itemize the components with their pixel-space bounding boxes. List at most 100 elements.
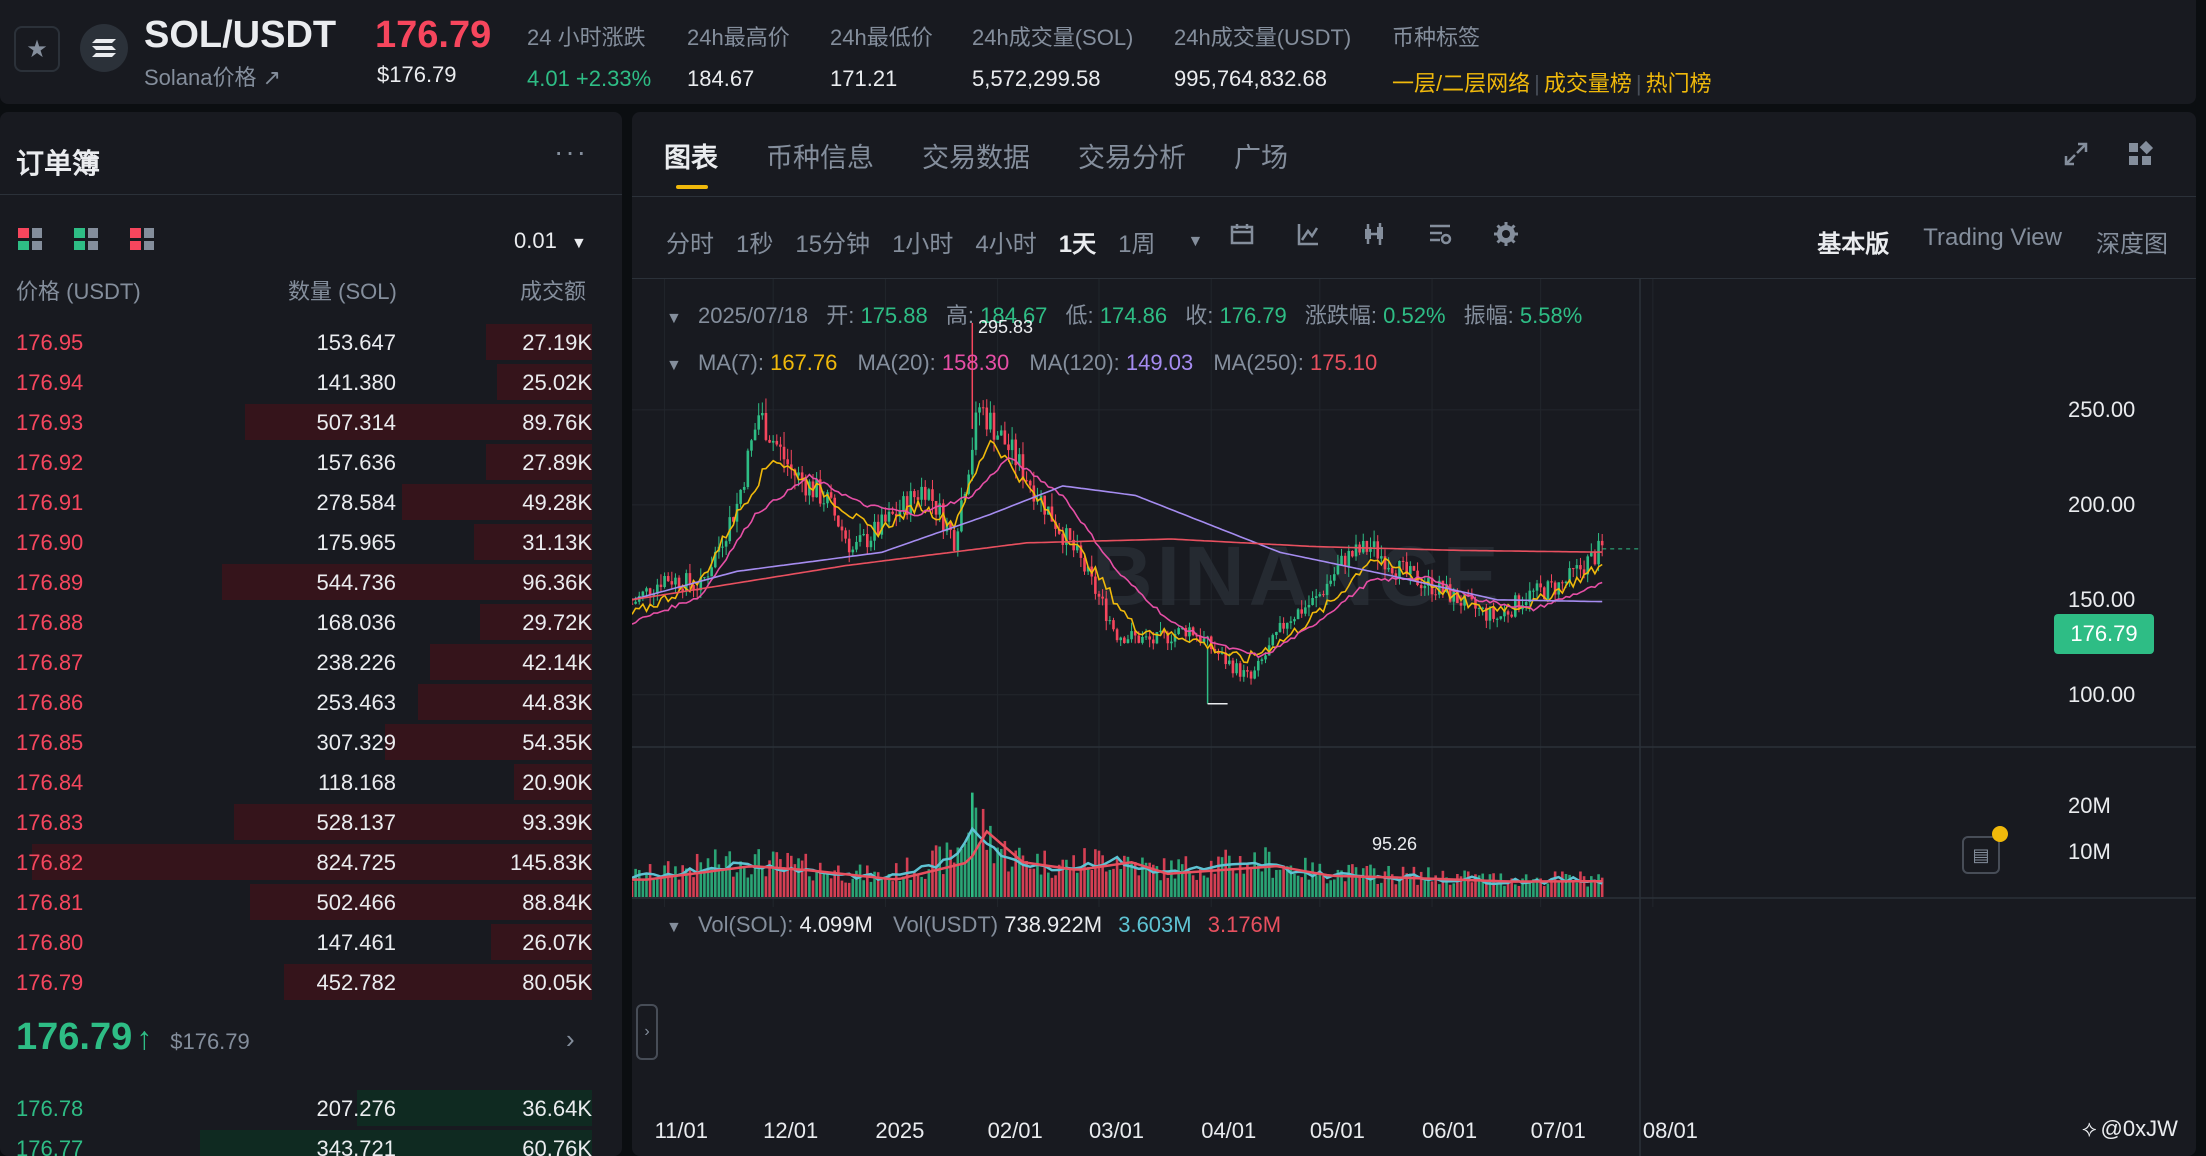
ask-row[interactable]: 176.82 824.725 145.83K <box>0 842 622 882</box>
volume-bar-up <box>1409 873 1412 897</box>
interval-more-chevron-icon[interactable]: ▼ <box>1187 232 1204 250</box>
volume-bar-down <box>768 860 771 897</box>
ask-row[interactable]: 176.86 253.463 44.83K <box>0 682 622 722</box>
ask-row[interactable]: 176.85 307.329 54.35K <box>0 722 622 762</box>
order-amount: 44.83K <box>522 690 592 715</box>
volume-bar-down <box>1162 858 1166 897</box>
volume-bar-up <box>1481 873 1485 897</box>
collapse-chevron-icon[interactable]: ▼ <box>666 310 682 327</box>
expand-sidebar-button[interactable]: › <box>636 1004 658 1060</box>
tab-coin-info[interactable]: 币种信息 <box>766 143 874 173</box>
ask-row[interactable]: 176.80 147.461 26.07K <box>0 922 622 962</box>
tab-trading-analysis[interactable]: 交易分析 <box>1078 143 1186 173</box>
candle-up <box>1332 574 1336 581</box>
order-price: 176.95 <box>16 330 84 355</box>
collapse-chevron-icon[interactable]: ▼ <box>666 357 682 374</box>
tick-size-select[interactable]: 0.01 ▼ <box>514 228 587 254</box>
candle-down <box>1322 594 1325 596</box>
volume-bar-up <box>1267 851 1271 897</box>
volume-bar-down <box>666 861 670 897</box>
order-marker-toggle-icon[interactable]: ▤ <box>1962 836 2000 874</box>
volume-bar-down <box>1191 875 1195 897</box>
volume-bar-up <box>851 878 855 897</box>
calendar-icon[interactable] <box>1228 220 1256 248</box>
ask-row[interactable]: 176.87 238.226 42.14K <box>0 642 622 682</box>
ma-legend: ▼ MA(7): 167.76 MA(20): 158.30 MA(120): … <box>666 350 1377 376</box>
favorite-button[interactable]: ★ <box>14 26 60 72</box>
settings-icon[interactable] <box>1492 220 1520 248</box>
ask-row[interactable]: 176.94 141.380 25.02K <box>0 362 622 402</box>
volume-bar-up <box>1463 870 1466 897</box>
volume-bar-up <box>808 876 811 897</box>
ask-row[interactable]: 176.88 168.036 29.72K <box>0 602 622 642</box>
interval-1h[interactable]: 1小时 <box>892 231 954 258</box>
expand-icon[interactable] <box>2062 140 2090 175</box>
legend-low: 174.86 <box>1099 303 1168 328</box>
volume-bar-down <box>1043 850 1046 897</box>
volume-bar-up <box>1325 883 1329 897</box>
order-price: 176.80 <box>16 930 84 955</box>
tag-hot-rank[interactable]: 热门榜 <box>1645 71 1712 96</box>
order-quantity: 502.466 <box>316 890 396 915</box>
kline-chart[interactable]: BINANCE <box>632 279 2196 1156</box>
candle-type-icon[interactable] <box>1360 220 1388 248</box>
indicator-icon[interactable] <box>1294 220 1322 248</box>
interval-15m[interactable]: 15分钟 <box>795 231 871 258</box>
tag-layer-network[interactable]: 一层/二层网络 <box>1392 71 1531 96</box>
interval-1w[interactable]: 1周 <box>1118 231 1156 258</box>
candle-up <box>1311 598 1314 605</box>
ask-row[interactable]: 176.84 118.168 20.90K <box>0 762 622 802</box>
volume-bar-down <box>670 876 674 897</box>
view-basic[interactable]: 基本版 <box>1817 231 1890 258</box>
candle-down <box>1561 582 1564 584</box>
volume-bar-up <box>1018 847 1021 897</box>
volume-bar-down <box>1231 867 1235 897</box>
candle-down <box>1343 555 1347 567</box>
more-options-button[interactable]: ··· <box>554 136 588 167</box>
tab-chart[interactable]: 图表 <box>664 136 718 189</box>
interval-4h[interactable]: 4小时 <box>975 231 1037 258</box>
ask-row[interactable]: 176.89 544.736 96.36K <box>0 562 622 602</box>
interval-1d[interactable]: 1天 <box>1058 231 1097 258</box>
ask-row[interactable]: 176.95 153.647 27.19K <box>0 322 622 362</box>
ask-row[interactable]: 176.81 502.466 88.84K <box>0 882 622 922</box>
tab-square[interactable]: 广场 <box>1234 143 1288 173</box>
volume-bar-up <box>674 866 677 897</box>
view-tradingview[interactable]: Trading View <box>1923 224 2062 251</box>
depth-bar <box>474 524 592 560</box>
candle-down <box>670 581 674 585</box>
mode-both-icon[interactable] <box>18 228 42 250</box>
author-handle-text: @0xJW <box>2100 1116 2178 1141</box>
volume-bar-up <box>652 879 656 897</box>
interval-time[interactable]: 分时 <box>666 231 714 258</box>
layout-grid-icon[interactable] <box>2126 140 2154 175</box>
ask-row[interactable]: 176.92 157.636 27.89K <box>0 442 622 482</box>
candle-down <box>1238 663 1242 677</box>
volume-bar-up <box>1445 877 1448 897</box>
volume-bar-up <box>815 871 818 897</box>
mode-asks-icon[interactable] <box>130 228 154 250</box>
ask-row[interactable]: 176.90 175.965 31.13K <box>0 522 622 562</box>
ask-row[interactable]: 176.93 507.314 89.76K <box>0 402 622 442</box>
ask-row[interactable]: 176.83 528.137 93.39K <box>0 802 622 842</box>
layout-icon[interactable] <box>1426 220 1454 248</box>
volume-bar-down <box>1365 865 1369 897</box>
interval-1s[interactable]: 1秒 <box>736 231 774 258</box>
chevron-right-icon[interactable]: › <box>566 1024 575 1054</box>
tab-trading-data[interactable]: 交易数据 <box>922 143 1030 173</box>
coin-price-link[interactable]: Solana价格 ↗ <box>144 65 282 90</box>
volume-bar-up <box>1372 868 1376 897</box>
bid-row[interactable]: 176.78 207.276 36.64K <box>0 1088 622 1128</box>
view-depth[interactable]: 深度图 <box>2096 231 2168 258</box>
mode-bids-icon[interactable] <box>74 228 98 250</box>
bid-row[interactable]: 176.77 343.721 60.76K <box>0 1128 622 1156</box>
ask-row[interactable]: 176.79 452.782 80.05K <box>0 962 622 1002</box>
collapse-chevron-icon[interactable]: ▼ <box>666 919 682 936</box>
volume-bar-down <box>1133 862 1137 897</box>
candle-up <box>1361 540 1365 553</box>
ask-row[interactable]: 176.91 278.584 49.28K <box>0 482 622 522</box>
tag-volume-rank[interactable]: 成交量榜 <box>1543 71 1632 96</box>
volume-bar-down <box>1104 871 1108 897</box>
logo-icon: ⟡ <box>2082 1116 2097 1141</box>
candle-up <box>902 496 905 512</box>
